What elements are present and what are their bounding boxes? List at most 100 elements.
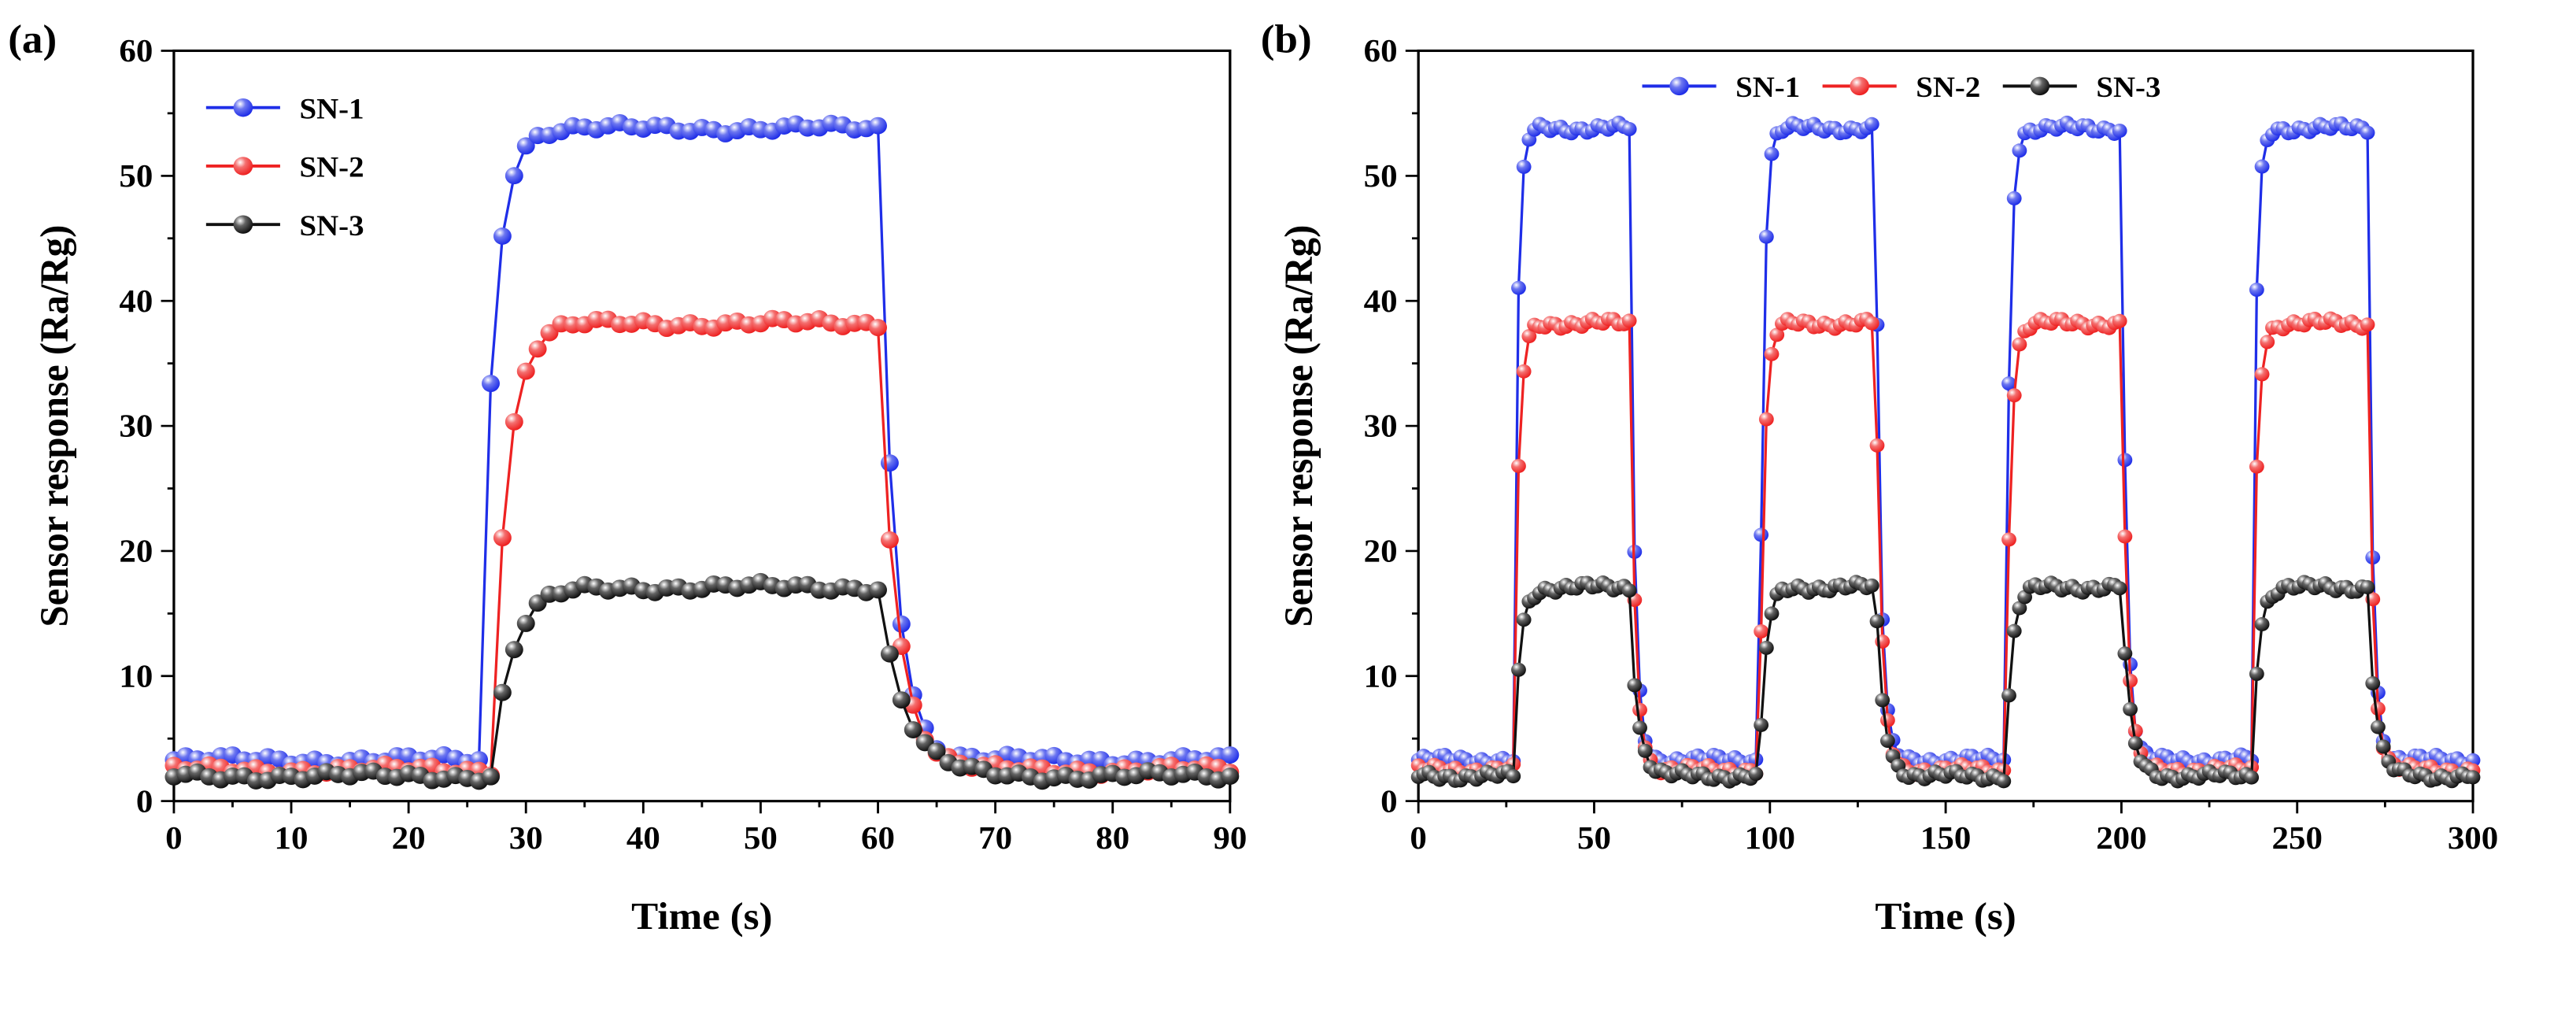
- data-point-sn-1: [1754, 527, 1769, 542]
- y-tick-label: 30: [1364, 409, 1398, 445]
- data-point-sn-2: [880, 531, 899, 549]
- panel-label: (b): [1261, 17, 1312, 61]
- y-tick-label: 60: [1364, 34, 1398, 69]
- data-point-sn-3: [1627, 678, 1643, 693]
- data-point-sn-2: [1521, 329, 1537, 344]
- data-point-sn-3: [1516, 612, 1532, 627]
- data-point-sn-3: [892, 691, 911, 709]
- data-point-sn-2: [1769, 327, 1785, 342]
- data-point-sn-1: [1758, 229, 1774, 244]
- data-point-sn-3: [1875, 693, 1890, 708]
- data-point-sn-3: [1621, 583, 1637, 598]
- data-point-sn-3: [904, 721, 922, 738]
- data-point-sn-3: [2365, 676, 2381, 691]
- series-line-sn-2: [173, 317, 1231, 777]
- data-point-sn-1: [2360, 125, 2375, 140]
- plot-frame: [1417, 49, 2474, 803]
- y-tick-label: 0: [136, 784, 153, 819]
- data-point-sn-1: [880, 454, 899, 472]
- x-tick-label: 30: [509, 821, 543, 856]
- legend-item-sn-3: SN-3: [2002, 72, 2160, 104]
- x-tick-label: 40: [626, 821, 660, 856]
- x-tick-label: 60: [861, 821, 895, 856]
- data-point-sn-2: [528, 340, 547, 358]
- data-point-sn-1: [2249, 283, 2264, 298]
- data-point-sn-2: [1632, 702, 1647, 717]
- x-tick-label: 80: [1096, 821, 1129, 856]
- legend-item-sn-3: SN-3: [205, 210, 364, 242]
- data-point-sn-1: [1764, 146, 1780, 161]
- data-point-sn-3: [2360, 579, 2375, 594]
- data-point-sn-3: [2006, 623, 2022, 638]
- data-point-sn-3: [504, 641, 523, 659]
- legend-marker: [1850, 76, 1869, 96]
- x-axis-title: Time (s): [631, 894, 772, 938]
- data-point-sn-3: [1637, 743, 1653, 758]
- data-point-sn-2: [504, 412, 523, 431]
- legend-marker: [1669, 76, 1689, 96]
- y-axis-title: Sensor response (Ra/Rg): [31, 225, 76, 627]
- data-point-sn-3: [1632, 720, 1647, 735]
- series-line-sn-1: [1417, 120, 2474, 767]
- legend-label: SN-2: [1916, 72, 1980, 104]
- data-point-sn-2: [1864, 316, 1879, 331]
- x-axis-title: Time (s): [1875, 894, 2016, 938]
- data-point-sn-3: [2117, 646, 2133, 661]
- y-tick-label: 40: [119, 284, 153, 320]
- data-point-sn-3: [1748, 767, 1764, 782]
- legend-marker: [233, 98, 253, 117]
- data-point-sn-3: [493, 683, 512, 701]
- y-tick-label: 20: [119, 534, 153, 569]
- data-point-sn-1: [1511, 280, 1526, 295]
- data-point-sn-2: [1869, 438, 1885, 453]
- data-point-sn-3: [1754, 717, 1769, 732]
- data-point-sn-1: [2117, 453, 2133, 468]
- data-point-sn-3: [1506, 769, 1521, 784]
- data-point-sn-2: [1511, 458, 1526, 473]
- data-point-sn-1: [2012, 143, 2027, 158]
- data-point-sn-1: [504, 167, 523, 185]
- data-point-sn-3: [1996, 774, 2012, 789]
- y-tick-label: 30: [119, 409, 153, 445]
- y-tick-label: 20: [1364, 534, 1398, 569]
- y-tick-label: 60: [119, 34, 153, 69]
- x-tick-label: 200: [2096, 821, 2146, 856]
- data-point-sn-2: [2360, 317, 2375, 332]
- legend-label: SN-1: [299, 93, 364, 125]
- data-point-sn-3: [869, 581, 887, 599]
- data-point-sn-2: [2260, 335, 2275, 350]
- data-point-sn-3: [2012, 601, 2027, 616]
- data-point-sn-2: [516, 362, 535, 380]
- chart-panel-b: 0 50 100 150 200 250 300 0 10 20 30 40 50 60 Time (s) S…: [1261, 17, 2499, 937]
- data-point-sn-1: [2001, 376, 2016, 391]
- data-point-sn-3: [1764, 606, 1780, 621]
- data-point-sn-2: [2254, 367, 2270, 382]
- legend-item-sn-1: SN-1: [1642, 72, 1800, 104]
- y-tick-label: 50: [119, 159, 153, 194]
- legend-label: SN-3: [2096, 72, 2160, 104]
- y-tick-label: 0: [1380, 784, 1397, 819]
- y-tick-label: 50: [1364, 159, 1398, 194]
- data-point-sn-2: [2123, 673, 2138, 688]
- data-point-sn-3: [1864, 578, 1879, 593]
- data-point-sn-3: [2249, 667, 2264, 682]
- y-axis-title: Sensor response (Ra/Rg): [1276, 225, 1321, 627]
- legend-item-sn-2: SN-2: [205, 151, 364, 183]
- data-point-sn-2: [1758, 412, 1774, 427]
- x-tick-label: 50: [1577, 821, 1611, 856]
- x-tick-label: 0: [165, 821, 182, 856]
- legend-marker: [2030, 76, 2050, 96]
- legend-marker: [233, 157, 253, 176]
- data-point-sn-1: [516, 137, 535, 155]
- data-point-sn-2: [2006, 388, 2022, 403]
- data-point-sn-1: [482, 375, 500, 393]
- data-point-sn-3: [927, 742, 946, 760]
- data-point-sn-3: [2375, 739, 2391, 754]
- chart-panel-a: 0 10 20 30 40 50 60 70 80 90 0 10 20 30 40 50 60 Time (s)…: [8, 17, 1247, 937]
- data-point-sn-2: [2371, 701, 2386, 716]
- data-point-sn-3: [2244, 770, 2260, 785]
- x-tick-label: 70: [978, 821, 1012, 856]
- panel-label: (a): [8, 17, 57, 61]
- series-line-sn-2: [1417, 316, 2474, 777]
